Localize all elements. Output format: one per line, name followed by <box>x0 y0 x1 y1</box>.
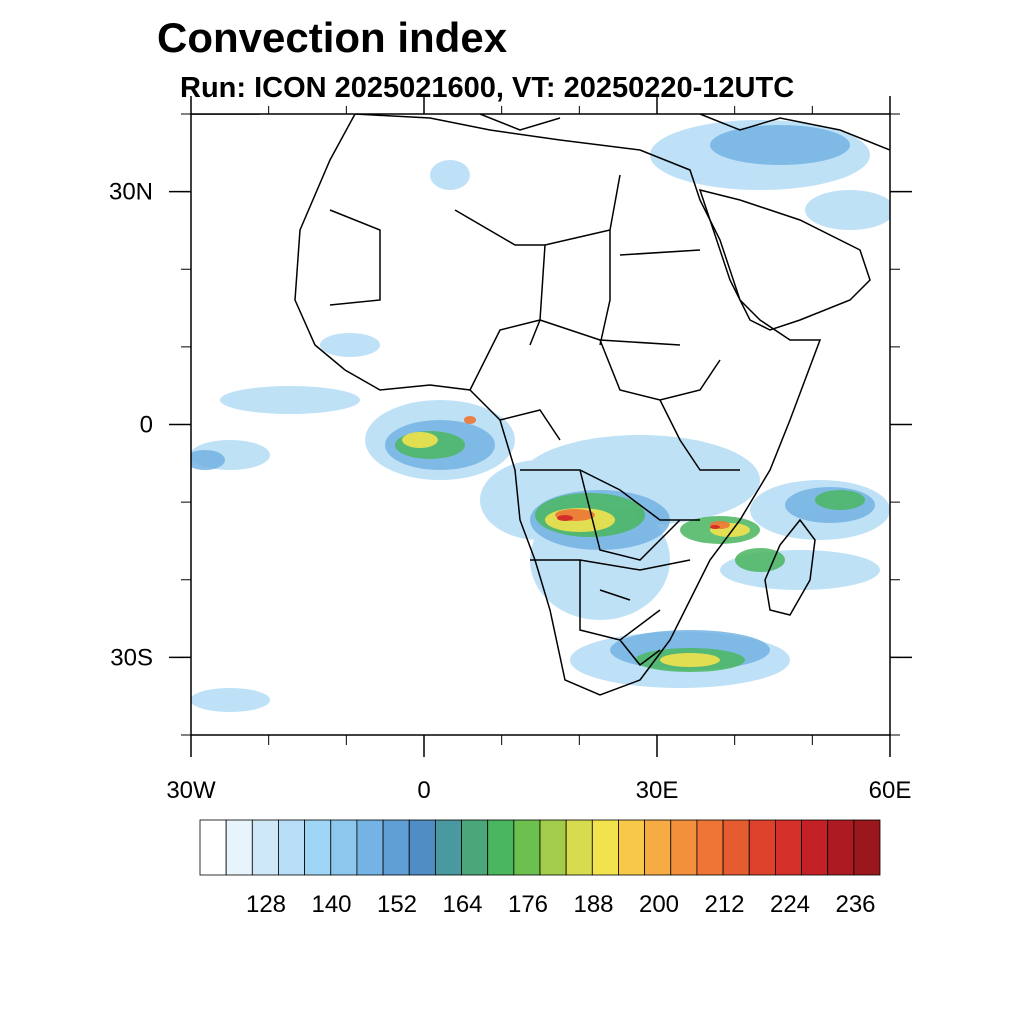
colorbar-bin <box>696 819 724 876</box>
lat-tick-label: 30S <box>110 644 153 671</box>
colorbar-bin <box>670 819 698 876</box>
colorbar-bin <box>565 819 593 876</box>
colorbar-bin <box>722 819 750 876</box>
colorbar-label: 200 <box>639 891 679 918</box>
colorbar-label: 176 <box>508 891 548 918</box>
colorbar-bin <box>801 819 829 876</box>
axis-ticks: 30N 0 30S 30W 0 30E 60E <box>109 96 912 804</box>
convection-field <box>191 120 890 712</box>
colorbar-bin <box>278 819 306 876</box>
colorbar-label: 224 <box>770 891 810 918</box>
colorbar-bin <box>591 819 619 876</box>
colorbar-label: 188 <box>573 891 613 918</box>
colorbar-bin <box>330 819 358 876</box>
colorbar-bin <box>199 819 227 876</box>
colorbar-bin <box>356 819 384 876</box>
map-frame <box>190 113 891 736</box>
colorbar-bin <box>774 819 802 876</box>
colorbar: 128 140 152 164 176 188 200 212 224 236 <box>199 819 881 918</box>
coastlines <box>191 114 890 696</box>
colorbar-bin <box>827 819 855 876</box>
colorbar-bin <box>382 819 410 876</box>
colorbar-bin <box>539 819 567 876</box>
colorbar-bin <box>461 819 489 876</box>
colorbar-bin <box>225 819 253 876</box>
colorbar-bin <box>748 819 776 876</box>
colorbar-bin <box>618 819 646 876</box>
colorbar-bin <box>644 819 672 876</box>
lat-tick-label: 30N <box>109 179 153 206</box>
colorbar-bin <box>513 819 541 876</box>
colorbar-label: 128 <box>246 891 286 918</box>
colorbar-label: 212 <box>704 891 744 918</box>
colorbar-bin <box>251 819 279 876</box>
colorbar-label: 236 <box>835 891 875 918</box>
lon-tick-label: 0 <box>417 777 430 804</box>
lon-tick-label: 60E <box>869 777 912 804</box>
lat-tick-label: 0 <box>140 412 153 439</box>
colorbar-label: 164 <box>442 891 482 918</box>
lon-tick-label: 30E <box>636 777 679 804</box>
chart-title: Convection index <box>157 14 508 61</box>
lon-tick-label: 30W <box>166 777 216 804</box>
colorbar-bin <box>434 819 462 876</box>
colorbar-label: 140 <box>311 891 351 918</box>
colorbar-bin <box>304 819 332 876</box>
colorbar-bin <box>408 819 436 876</box>
chart-subtitle: Run: ICON 2025021600, VT: 20250220-12UTC <box>180 72 795 104</box>
colorbar-bin <box>487 819 515 876</box>
colorbar-bin <box>853 819 881 876</box>
colorbar-label: 152 <box>377 891 417 918</box>
